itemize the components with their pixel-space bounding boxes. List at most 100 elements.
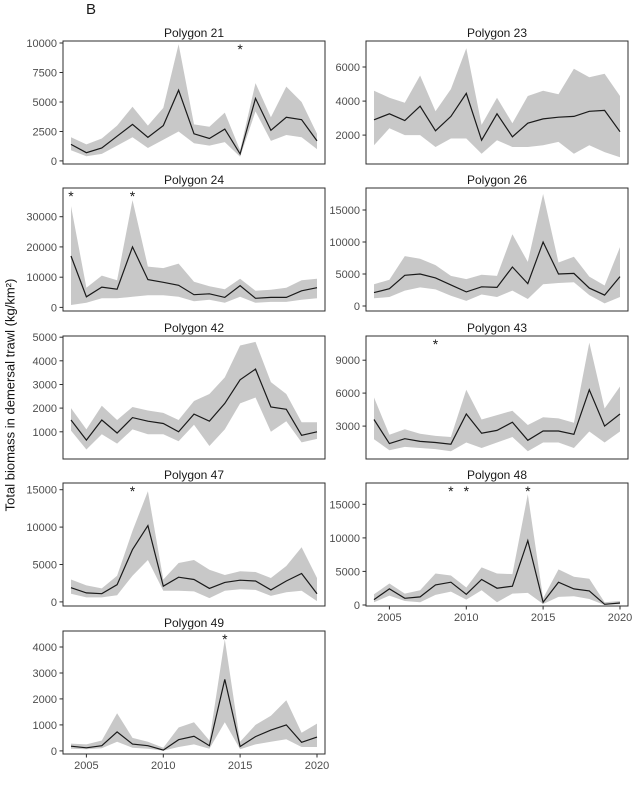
x-tick-label: 2005	[377, 612, 401, 624]
panel-polygon-43: 3000 6000 9000 * Polygon 43	[336, 321, 629, 460]
confidence-ribbon	[374, 194, 620, 304]
mean-line	[373, 388, 621, 445]
y-tick-label: 5000	[336, 269, 360, 281]
y-tick-label: 15000	[329, 499, 360, 511]
panel-border	[62, 482, 326, 607]
y-tick-label: 2000	[336, 130, 360, 142]
y-tick-label: 0	[51, 597, 57, 609]
mean-line	[373, 538, 621, 605]
y-tick-label: 20000	[26, 242, 57, 254]
mean-line	[373, 92, 621, 142]
mean-line	[70, 679, 318, 751]
panel-title: Polygon 49	[164, 616, 224, 630]
y-tick-label: 1000	[33, 720, 57, 732]
panel-polygon-49: 0 1000 2000 3000 4000 *Polygon 49 2005 2010 2015…	[33, 616, 330, 772]
significance-asterisk: *	[525, 483, 531, 499]
confidence-ribbon	[71, 44, 317, 157]
confidence-ribbon	[71, 200, 317, 305]
confidence-ribbon	[374, 342, 620, 452]
mean-line	[70, 245, 318, 299]
confidence-ribbon	[71, 639, 317, 751]
y-tick-label: 5000	[336, 566, 360, 578]
y-tick-label: 4000	[336, 96, 360, 108]
panel-border	[365, 40, 629, 165]
mean-line	[70, 88, 318, 156]
panel-border	[365, 482, 629, 607]
panel-polygon-21: 0 2500 5000 7500 10000 * Polygon 21	[26, 26, 326, 168]
x-tick-label: 2005	[74, 760, 98, 772]
y-tick-label: 5000	[33, 332, 57, 344]
confidence-ribbon	[71, 341, 317, 450]
panel-title: Polygon 48	[467, 468, 527, 482]
significance-asterisk: *	[237, 41, 243, 57]
y-tick-label: 6000	[336, 388, 360, 400]
panel-title: Polygon 42	[164, 321, 224, 335]
y-tick-label: 2500	[33, 127, 57, 139]
significance-asterisk: *	[130, 483, 136, 499]
y-tick-label: 7500	[33, 68, 57, 80]
confidence-ribbon	[374, 48, 620, 158]
mean-line	[70, 368, 318, 442]
y-tick-label: 10000	[26, 522, 57, 534]
y-tick-label: 0	[51, 746, 57, 758]
x-tick-label: 2010	[454, 612, 478, 624]
y-tick-label: 3000	[336, 421, 360, 433]
confidence-ribbon	[71, 491, 317, 602]
y-tick-label: 10000	[329, 237, 360, 249]
y-tick-label: 0	[354, 600, 360, 612]
x-tick-label: 2020	[305, 760, 329, 772]
y-tick-label: 2000	[33, 694, 57, 706]
mean-line	[373, 240, 621, 296]
panel-title: Polygon 47	[164, 468, 224, 482]
panel-border	[62, 630, 326, 755]
panel-border	[365, 187, 629, 312]
x-tick-label: 2020	[608, 612, 632, 624]
y-tick-label: 3000	[33, 668, 57, 680]
panel-border	[62, 187, 326, 312]
significance-asterisk: *	[448, 483, 454, 499]
y-tick-label: 1000	[33, 427, 57, 439]
x-tick-label: 2010	[151, 760, 175, 772]
y-tick-label: 5000	[33, 560, 57, 572]
panel-border	[365, 335, 629, 460]
y-tick-label: 2000	[33, 403, 57, 415]
panel-polygon-47: 0 5000 10000 15000 * Polygon 47	[26, 468, 326, 609]
confidence-ribbon	[374, 494, 620, 605]
y-tick-label: 0	[51, 302, 57, 314]
y-tick-label: 3000	[33, 380, 57, 392]
significance-asterisk: *	[464, 483, 470, 499]
mean-line	[70, 524, 318, 595]
y-tick-label: 15000	[26, 485, 57, 497]
panel-title: Polygon 43	[467, 321, 527, 335]
x-tick-label: 2015	[531, 612, 555, 624]
panel-polygon-26: 0 5000 10000 15000 Polygon 26	[329, 173, 629, 313]
panel-title: Polygon 24	[164, 173, 224, 187]
y-tick-label: 6000	[336, 62, 360, 74]
y-tick-label: 4000	[33, 642, 57, 654]
significance-asterisk: *	[130, 188, 136, 204]
panel-polygon-23: 2000 4000 6000 Polygon 23	[336, 26, 629, 165]
panel-title: Polygon 26	[467, 173, 527, 187]
y-tick-label: 15000	[329, 205, 360, 217]
panel-border	[62, 335, 326, 460]
figure-label: B	[86, 1, 97, 18]
x-tick-label: 2015	[228, 760, 252, 772]
significance-asterisk: *	[222, 631, 228, 647]
panel-title: Polygon 23	[467, 26, 527, 40]
y-tick-label: 9000	[336, 355, 360, 367]
y-tick-label: 0	[51, 156, 57, 168]
y-tick-label: 30000	[26, 212, 57, 224]
y-tick-label: 10000	[26, 272, 57, 284]
y-tick-label: 10000	[26, 38, 57, 50]
y-tick-label: 4000	[33, 356, 57, 368]
panel-title: Polygon 21	[164, 26, 224, 40]
y-tick-label: 10000	[329, 533, 360, 545]
y-tick-label: 0	[354, 301, 360, 313]
y-tick-label: 5000	[33, 97, 57, 109]
panel-polygon-24: 0 10000 20000 30000 * * Polygon 24	[26, 173, 326, 314]
significance-asterisk: *	[68, 188, 74, 204]
panel-polygon-42: 1000 2000 3000 4000 5000 Polygon 42	[33, 321, 326, 460]
significance-asterisk: *	[433, 336, 439, 352]
